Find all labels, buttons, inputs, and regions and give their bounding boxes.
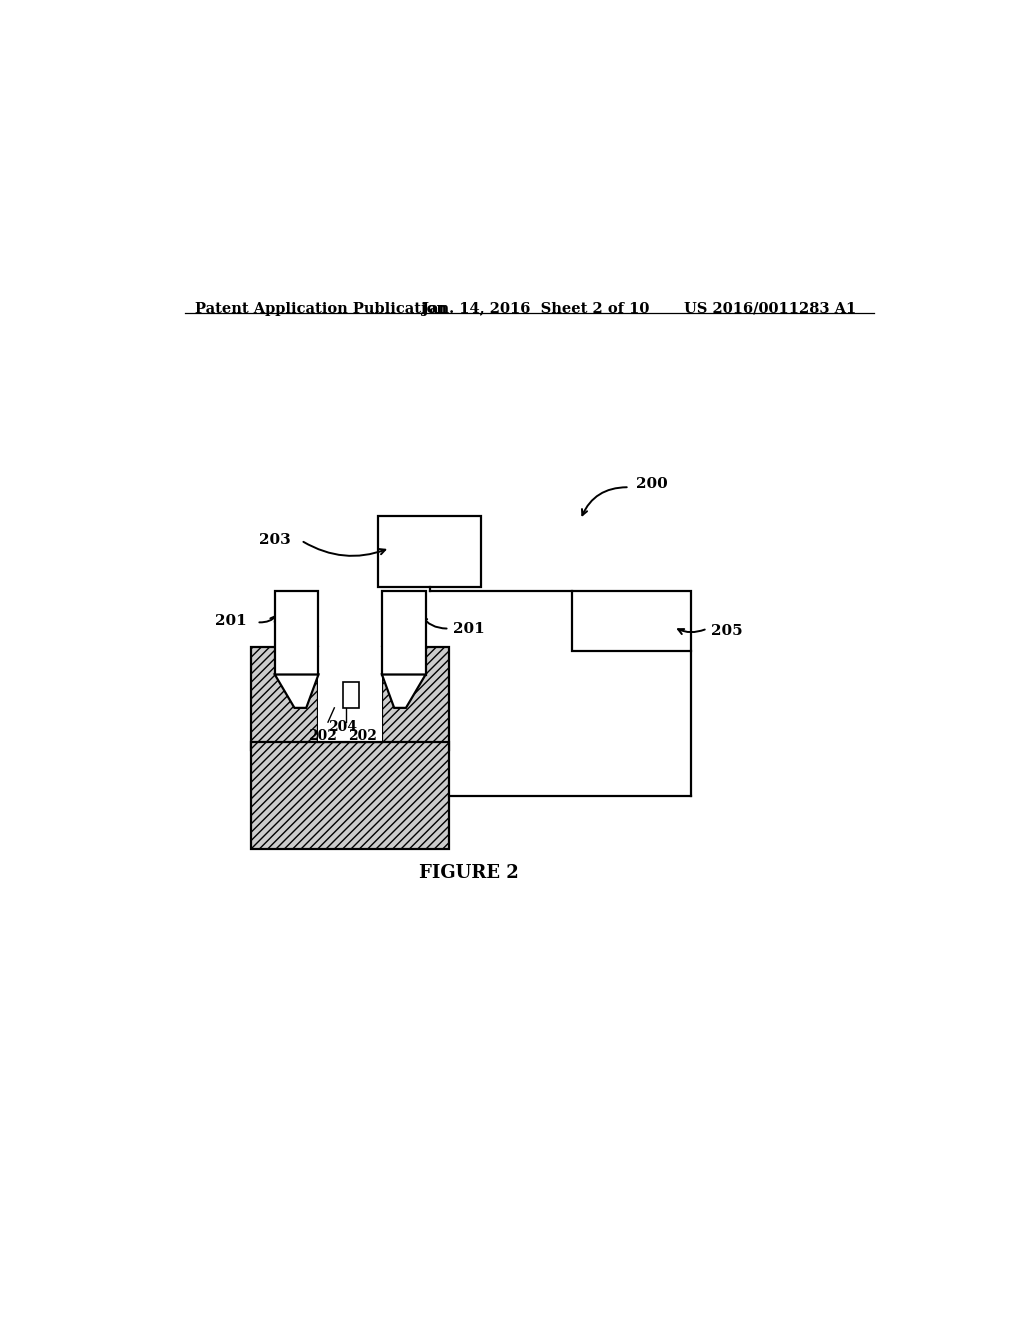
Text: Jan. 14, 2016  Sheet 2 of 10: Jan. 14, 2016 Sheet 2 of 10 — [422, 301, 649, 315]
Text: 203: 203 — [259, 533, 291, 546]
Text: 202: 202 — [308, 729, 337, 743]
Bar — [251, 647, 318, 750]
Bar — [318, 647, 382, 742]
Text: FIGURE 2: FIGURE 2 — [420, 863, 519, 882]
Text: Patent Application Publication: Patent Application Publication — [196, 301, 447, 315]
Bar — [382, 591, 426, 675]
Text: 200: 200 — [636, 477, 668, 491]
Bar — [572, 591, 691, 651]
Bar — [274, 591, 318, 675]
Bar — [382, 647, 450, 750]
Text: US 2016/0011283 A1: US 2016/0011283 A1 — [684, 301, 856, 315]
Text: 202: 202 — [348, 729, 377, 743]
Bar — [378, 516, 481, 587]
Polygon shape — [274, 675, 318, 708]
Text: 201: 201 — [215, 614, 247, 628]
Polygon shape — [382, 675, 426, 708]
Bar — [343, 682, 359, 708]
Bar — [251, 742, 450, 849]
Text: 204: 204 — [328, 719, 356, 734]
Text: 201: 201 — [454, 622, 485, 635]
Text: 205: 205 — [712, 624, 743, 638]
